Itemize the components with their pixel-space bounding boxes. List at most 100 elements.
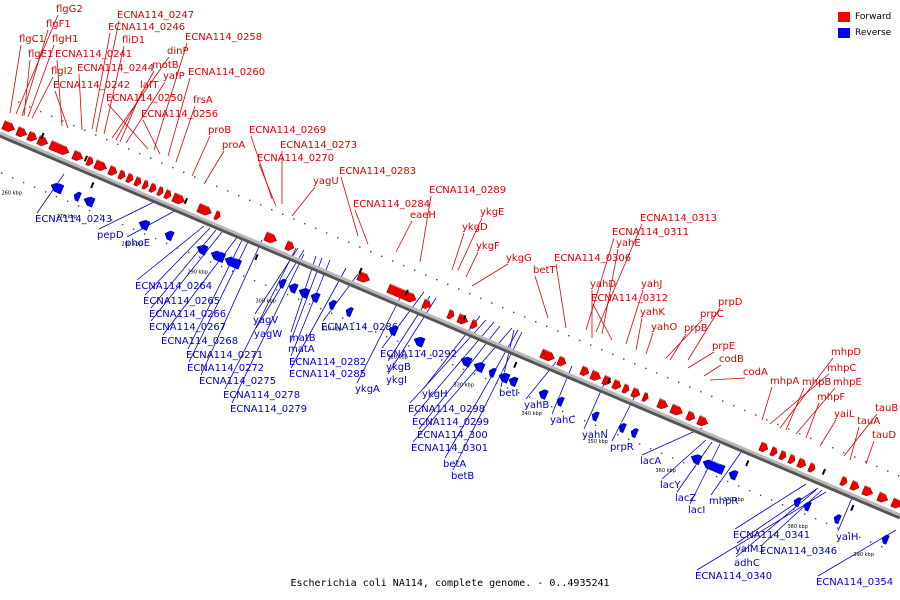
forward-gene bbox=[656, 398, 669, 410]
reverse-gene-label: ECNA114_0264 bbox=[135, 281, 212, 292]
track-dot bbox=[29, 106, 31, 108]
reverse-gene-arrow bbox=[881, 534, 890, 545]
leader-line bbox=[250, 135, 273, 200]
gene-highlight bbox=[75, 190, 79, 193]
reverse-gene bbox=[591, 410, 600, 422]
forward-gene-label: frsA bbox=[193, 95, 213, 106]
reverse-gene-arrow bbox=[690, 454, 703, 466]
track-dot bbox=[143, 233, 146, 235]
forward-gene-label: flgI2 bbox=[51, 66, 73, 77]
gene-highlight bbox=[121, 169, 125, 172]
leader-line bbox=[471, 263, 509, 287]
forward-gene bbox=[890, 497, 900, 509]
gene-highlight bbox=[75, 149, 81, 153]
track-dot bbox=[869, 541, 872, 543]
gene-highlight bbox=[473, 318, 477, 321]
track-dot bbox=[788, 428, 790, 430]
leader-line bbox=[291, 186, 316, 217]
reverse-gene-label: ECNA114_0278 bbox=[223, 390, 300, 401]
track-dot bbox=[605, 429, 608, 431]
forward-gene-label: flgG2 bbox=[56, 4, 83, 15]
forward-gene-label: ykgD bbox=[462, 222, 488, 233]
forward-gene-label: tauA bbox=[857, 416, 880, 427]
track-dot bbox=[44, 191, 47, 193]
reverse-gene-label: yaiM1 bbox=[735, 544, 765, 555]
leader-line bbox=[843, 413, 878, 457]
reverse-gene-label: ECNA114_0266 bbox=[149, 309, 226, 320]
track-dot bbox=[260, 204, 262, 206]
forward-gene bbox=[849, 479, 860, 491]
reverse-gene-label: prpR bbox=[610, 442, 634, 453]
track-dot bbox=[348, 241, 350, 244]
gene-highlight bbox=[704, 457, 721, 465]
gene-highlight bbox=[689, 410, 694, 413]
reverse-gene-arrow bbox=[310, 292, 321, 304]
forward-gene bbox=[386, 283, 417, 303]
reverse-gene bbox=[630, 426, 639, 439]
track-dot bbox=[403, 264, 405, 267]
marker-mark bbox=[606, 377, 611, 384]
leader-line bbox=[625, 289, 644, 345]
forward-gene-arrow bbox=[148, 182, 157, 193]
backbone-shadow bbox=[0, 132, 900, 520]
forward-gene bbox=[125, 172, 134, 183]
forward-gene-label: yahE bbox=[616, 238, 641, 249]
forward-gene bbox=[876, 491, 889, 503]
gene-highlight bbox=[166, 228, 171, 232]
gene-highlight bbox=[593, 410, 597, 413]
track-dot bbox=[319, 307, 322, 310]
forward-gene-arrow bbox=[769, 446, 778, 457]
track-dot bbox=[293, 218, 295, 220]
forward-gene-arrow bbox=[386, 283, 417, 303]
reverse-gene bbox=[690, 452, 703, 466]
reverse-gene bbox=[793, 495, 802, 508]
reverse-gene-label: ECNA114_0346 bbox=[760, 546, 837, 557]
gene-highlight bbox=[560, 355, 565, 359]
track-dot bbox=[396, 340, 399, 342]
forward-gene-arrow bbox=[669, 403, 683, 416]
gene-highlight bbox=[894, 497, 900, 501]
track-dot bbox=[876, 465, 878, 468]
forward-gene-label: ECNA114_0258 bbox=[185, 32, 262, 43]
forward-gene-label: ykgG bbox=[506, 253, 532, 264]
forward-gene-label: ECNA114_0312 bbox=[591, 293, 668, 304]
reverse-gene-label: ECNA114_0272 bbox=[187, 363, 264, 374]
marker-dash bbox=[821, 468, 826, 475]
forward-gene bbox=[213, 210, 221, 221]
track-dot bbox=[132, 228, 135, 230]
forward-gene-arrow bbox=[787, 453, 796, 464]
reverse-gene-label: matB bbox=[289, 333, 316, 344]
reverse-gene-label: phoE bbox=[125, 238, 150, 249]
reverse-gene bbox=[803, 500, 812, 512]
track-dot bbox=[11, 177, 14, 179]
reverse-gene-label: ykgH bbox=[422, 389, 448, 400]
forward-gene bbox=[696, 415, 709, 427]
forward-gene bbox=[469, 318, 478, 330]
track-dot bbox=[275, 289, 278, 291]
marker-mark bbox=[183, 197, 188, 205]
reverse-gene-arrow bbox=[591, 411, 600, 422]
leader-line bbox=[15, 14, 59, 115]
track-dot bbox=[847, 532, 850, 534]
track-dot bbox=[737, 485, 740, 487]
legend-reverse-label: Reverse bbox=[855, 28, 892, 38]
reverse-gene-label: ECNA114_0299 bbox=[412, 417, 489, 428]
gene-highlight bbox=[450, 308, 454, 312]
leader-line bbox=[457, 217, 483, 271]
forward-gene-label: ECNA114_0260 bbox=[188, 67, 265, 78]
gene-highlight bbox=[462, 354, 468, 358]
track-dot bbox=[264, 284, 267, 286]
track-dot bbox=[803, 513, 806, 515]
gene-highlight bbox=[137, 176, 141, 179]
reverse-gene bbox=[702, 457, 726, 475]
marker-dash bbox=[462, 314, 467, 322]
gene-highlight bbox=[865, 485, 871, 489]
map-caption: Escherichia coli NA114, complete genome.… bbox=[290, 578, 610, 589]
track-dot bbox=[766, 419, 768, 421]
reverse-gene-arrow bbox=[508, 376, 519, 388]
forward-gene-arrow bbox=[778, 449, 787, 461]
reverse-gene-arrow bbox=[498, 372, 511, 384]
leader-line bbox=[761, 489, 823, 546]
forward-gene-arrow bbox=[26, 130, 38, 142]
